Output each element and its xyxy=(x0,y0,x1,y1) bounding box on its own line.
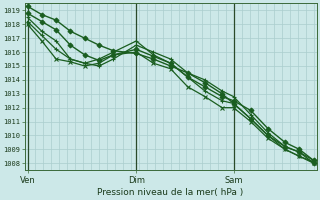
X-axis label: Pression niveau de la mer( hPa ): Pression niveau de la mer( hPa ) xyxy=(98,188,244,197)
